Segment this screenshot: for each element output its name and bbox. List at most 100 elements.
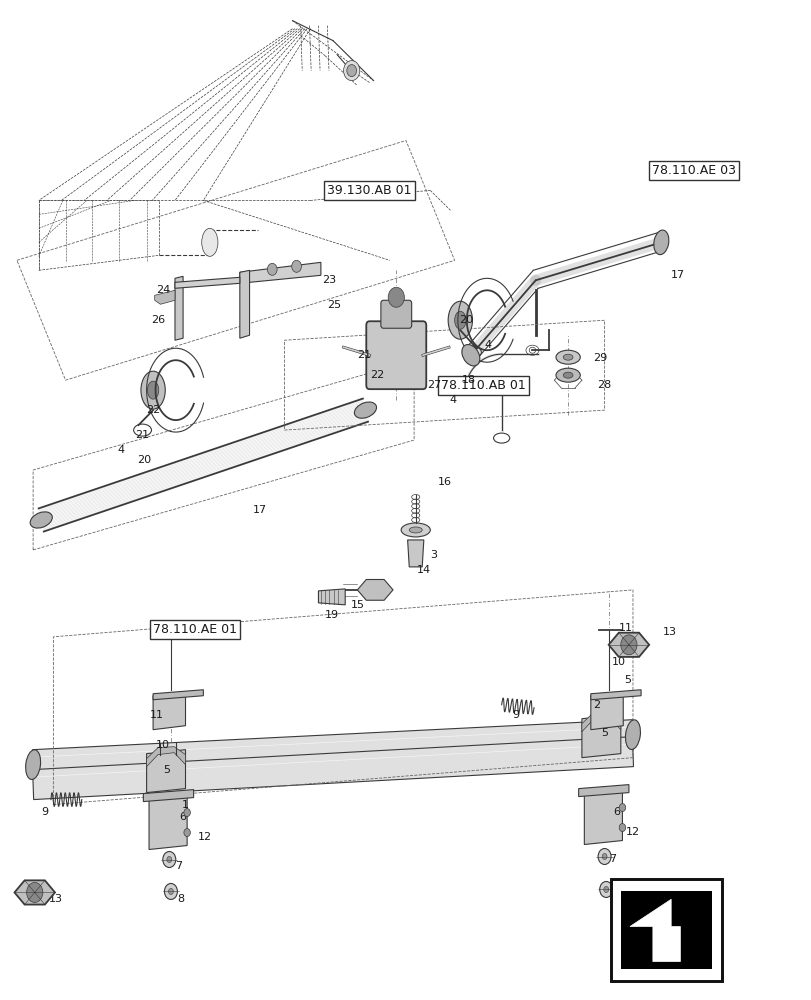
Polygon shape <box>581 712 620 732</box>
Text: 28: 28 <box>597 380 611 390</box>
Text: 7: 7 <box>175 861 182 871</box>
Circle shape <box>183 809 190 817</box>
Ellipse shape <box>401 523 430 537</box>
Circle shape <box>599 881 612 897</box>
Text: 15: 15 <box>350 600 364 610</box>
Text: 8: 8 <box>177 894 184 904</box>
Text: 13: 13 <box>663 627 676 637</box>
FancyBboxPatch shape <box>366 321 426 389</box>
Text: 4: 4 <box>483 340 491 350</box>
Polygon shape <box>32 720 633 780</box>
Ellipse shape <box>563 372 573 378</box>
Circle shape <box>27 882 43 902</box>
Ellipse shape <box>624 720 640 750</box>
Polygon shape <box>620 891 711 969</box>
Polygon shape <box>174 277 239 288</box>
Circle shape <box>163 852 175 867</box>
Circle shape <box>598 849 611 864</box>
Text: 78.110.AB 01: 78.110.AB 01 <box>440 379 525 392</box>
FancyBboxPatch shape <box>380 300 411 328</box>
Polygon shape <box>15 880 55 905</box>
Text: 5: 5 <box>163 765 170 775</box>
Ellipse shape <box>556 368 580 382</box>
Ellipse shape <box>141 371 165 409</box>
Circle shape <box>602 854 607 860</box>
Polygon shape <box>629 899 680 962</box>
Polygon shape <box>153 692 185 730</box>
Text: 10: 10 <box>156 740 169 750</box>
Text: 20: 20 <box>137 455 151 465</box>
Text: 12: 12 <box>625 827 639 837</box>
Circle shape <box>388 287 404 307</box>
Circle shape <box>619 824 625 832</box>
Text: 24: 24 <box>156 285 169 295</box>
Circle shape <box>346 65 356 77</box>
Text: 11: 11 <box>618 623 632 633</box>
Text: 21: 21 <box>135 430 149 440</box>
Circle shape <box>165 883 177 899</box>
Text: 8: 8 <box>608 889 616 899</box>
Ellipse shape <box>409 527 422 533</box>
Text: 1: 1 <box>182 800 189 810</box>
Text: 14: 14 <box>416 565 431 575</box>
Text: 78.110.AE 01: 78.110.AE 01 <box>153 623 237 636</box>
Polygon shape <box>153 690 203 700</box>
Polygon shape <box>578 785 629 797</box>
Text: 12: 12 <box>198 832 212 842</box>
Text: 22: 22 <box>369 370 384 380</box>
Text: 7: 7 <box>608 854 616 864</box>
Polygon shape <box>239 270 249 338</box>
Text: 26: 26 <box>151 315 165 325</box>
Ellipse shape <box>148 381 159 399</box>
Ellipse shape <box>454 311 466 329</box>
Text: 4: 4 <box>117 445 124 455</box>
Ellipse shape <box>563 354 573 360</box>
Ellipse shape <box>354 402 376 418</box>
Circle shape <box>343 61 359 81</box>
Circle shape <box>183 829 190 837</box>
Circle shape <box>620 635 637 655</box>
Text: 17: 17 <box>253 505 267 515</box>
Polygon shape <box>590 690 641 700</box>
Polygon shape <box>608 633 648 657</box>
Circle shape <box>169 888 173 894</box>
Text: 5: 5 <box>624 675 631 685</box>
Polygon shape <box>149 795 187 850</box>
Polygon shape <box>318 589 345 605</box>
Polygon shape <box>357 579 393 600</box>
Polygon shape <box>174 276 182 340</box>
Text: 18: 18 <box>461 375 476 385</box>
Polygon shape <box>144 790 193 802</box>
Text: 20: 20 <box>458 315 473 325</box>
Text: 17: 17 <box>670 270 684 280</box>
Polygon shape <box>32 737 633 800</box>
Circle shape <box>267 263 277 275</box>
Text: 78.110.AE 03: 78.110.AE 03 <box>651 164 735 177</box>
Text: 9: 9 <box>512 710 519 720</box>
Polygon shape <box>155 290 174 304</box>
Text: 39.130.AB 01: 39.130.AB 01 <box>327 184 411 197</box>
Text: 22: 22 <box>146 405 160 415</box>
FancyBboxPatch shape <box>611 879 721 981</box>
Polygon shape <box>581 715 620 758</box>
Text: 9: 9 <box>41 807 48 817</box>
Ellipse shape <box>201 228 217 256</box>
Ellipse shape <box>30 512 52 528</box>
Polygon shape <box>407 540 423 567</box>
Polygon shape <box>147 747 185 767</box>
Text: 13: 13 <box>49 894 62 904</box>
Polygon shape <box>584 790 622 845</box>
Text: 6: 6 <box>179 812 187 822</box>
Text: 3: 3 <box>430 550 436 560</box>
Ellipse shape <box>26 750 41 779</box>
Text: 6: 6 <box>612 807 620 817</box>
Text: 10: 10 <box>611 657 624 667</box>
Text: 27: 27 <box>427 380 441 390</box>
Text: 29: 29 <box>593 353 607 363</box>
Circle shape <box>603 886 608 892</box>
Text: 21: 21 <box>357 350 371 360</box>
Text: 23: 23 <box>321 275 336 285</box>
Polygon shape <box>239 262 320 283</box>
Circle shape <box>619 804 625 812</box>
Circle shape <box>167 857 171 862</box>
